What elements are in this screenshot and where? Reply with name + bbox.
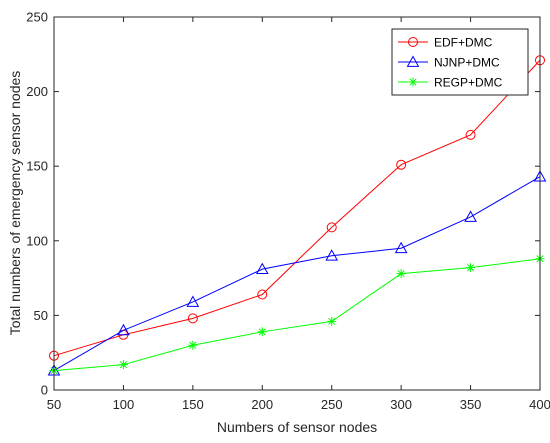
x-axis: 50 100 150 200 250 300 350 400 [47, 17, 550, 412]
data-point [188, 340, 198, 350]
data-point [464, 210, 477, 222]
data-point [257, 327, 267, 337]
x-tick-label: 250 [321, 397, 343, 412]
x-axis-label: Numbers of sensor nodes [217, 419, 377, 435]
data-point [187, 313, 198, 324]
y-tick-label: 50 [34, 308, 48, 323]
data-point [257, 289, 268, 300]
data-point [396, 159, 407, 170]
legend-marker [406, 55, 420, 67]
data-point [396, 269, 406, 279]
x-tick-label: 100 [113, 397, 135, 412]
plot-frame [53, 16, 541, 391]
y-axis: 0 50 100 150 200 250 [26, 10, 540, 398]
series-asterisk [49, 254, 545, 376]
data-point [465, 129, 476, 140]
series-layer [47, 55, 547, 376]
legend-label: EDF+DMC [434, 36, 493, 50]
y-tick-label: 250 [26, 10, 48, 25]
series-line [53, 59, 541, 357]
data-point [117, 323, 130, 336]
x-tick-label: 300 [390, 397, 412, 412]
data-point [325, 249, 339, 261]
series-line [53, 258, 541, 372]
y-tick-label: 150 [26, 159, 48, 174]
data-point [326, 222, 337, 233]
legend-marker [408, 37, 418, 47]
legend-label: NJNP+DMC [434, 56, 500, 70]
legend-marker [408, 77, 418, 87]
data-point [466, 263, 476, 273]
data-point [327, 316, 337, 326]
y-tick-label: 100 [26, 233, 48, 248]
legend-label: REGP+DMC [434, 76, 503, 90]
data-point [255, 262, 269, 275]
y-axis-label: Total numbers of emergency sensor nodes [7, 71, 23, 336]
y-tick-label: 0 [41, 383, 48, 398]
x-tick-label: 50 [47, 397, 61, 412]
x-tick-label: 400 [529, 397, 550, 412]
x-tick-label: 150 [182, 397, 204, 412]
data-point [394, 241, 408, 254]
y-tick-label: 200 [26, 84, 48, 99]
x-tick-label: 350 [460, 397, 482, 412]
series-line [53, 176, 541, 372]
legend: EDF+DMC NJNP+DMC REGP+DMC [391, 28, 529, 96]
data-point [186, 295, 200, 307]
data-point [118, 360, 128, 370]
x-tick-label: 200 [251, 397, 273, 412]
